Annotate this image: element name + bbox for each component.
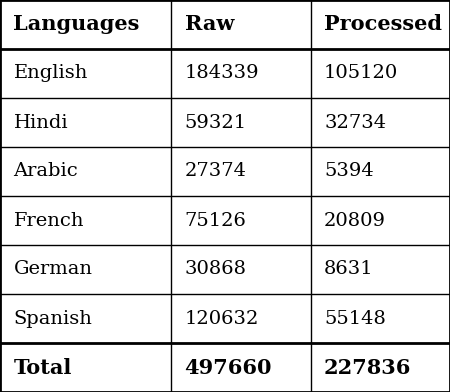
Text: 20809: 20809	[324, 212, 386, 229]
Text: Raw: Raw	[184, 15, 234, 34]
Text: Total: Total	[14, 358, 72, 377]
Text: 59321: 59321	[184, 114, 247, 131]
Text: 120632: 120632	[184, 310, 259, 327]
Text: French: French	[14, 212, 84, 229]
Text: Processed: Processed	[324, 15, 442, 34]
Text: 8631: 8631	[324, 261, 374, 278]
Text: Spanish: Spanish	[14, 310, 92, 327]
Text: 75126: 75126	[184, 212, 247, 229]
Text: 105120: 105120	[324, 65, 398, 82]
Text: English: English	[14, 65, 88, 82]
Text: Arabic: Arabic	[14, 163, 78, 180]
Text: 27374: 27374	[184, 163, 247, 180]
Text: German: German	[14, 261, 93, 278]
Text: 30868: 30868	[184, 261, 247, 278]
Text: 497660: 497660	[184, 358, 272, 377]
Text: Hindi: Hindi	[14, 114, 68, 131]
Text: 184339: 184339	[184, 65, 259, 82]
Text: 227836: 227836	[324, 358, 411, 377]
Text: 5394: 5394	[324, 163, 374, 180]
Text: 55148: 55148	[324, 310, 386, 327]
Text: Languages: Languages	[14, 15, 140, 34]
Text: 32734: 32734	[324, 114, 386, 131]
